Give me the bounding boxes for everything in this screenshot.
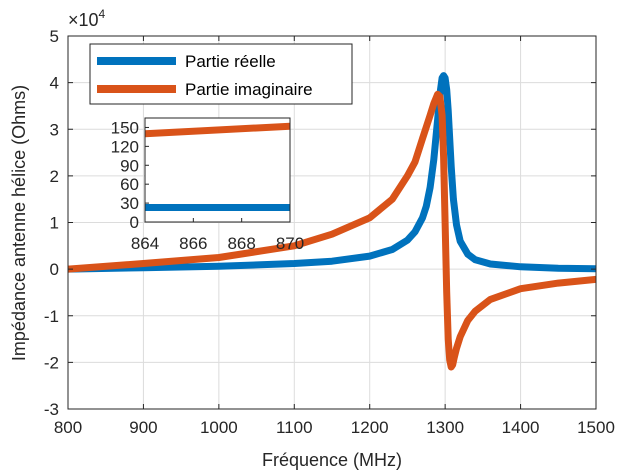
inset-y-tick-label: 90 (120, 156, 139, 175)
inset-y-tick-label: 120 (111, 137, 139, 156)
y-tick-label: 4 (50, 74, 59, 93)
legend-box (89, 43, 353, 105)
inset-x-tick-labels: 864 866 868 870 (131, 234, 304, 253)
inset-series-line-imaginary (144, 122, 291, 138)
x-tick-label: 1200 (351, 418, 389, 437)
y-axis-label: Impédance antenne hélice (Ohms) (9, 85, 29, 361)
main-y-tick-labels: -3 -2 -1 0 1 2 3 4 5 (44, 27, 59, 419)
main-x-tick-labels: 800 900 1000 1100 1200 1300 1400 1500 (54, 418, 615, 437)
y-tick-label: -1 (44, 307, 59, 326)
y-tick-label: -3 (44, 400, 59, 419)
inset-y-tick-label: 0 (130, 213, 139, 232)
x-tick-label: 1400 (502, 418, 540, 437)
x-tick-label: 1000 (200, 418, 238, 437)
inset-plot-frame (144, 117, 291, 223)
inset-x-tick-label: 864 (131, 234, 159, 253)
inset-y-tick-label: 150 (111, 118, 139, 137)
y-tick-label: 0 (50, 260, 59, 279)
y-tick-label: 2 (50, 167, 59, 186)
inset-x-tick-label: 866 (179, 234, 207, 253)
legend-label-real: Partie réelle (185, 52, 276, 71)
x-tick-label: 800 (54, 418, 82, 437)
inset-tick-marks (144, 126, 291, 223)
inset-y-tick-label: 60 (120, 175, 139, 194)
y-tick-label: 5 (50, 27, 59, 46)
x-tick-label: 900 (129, 418, 157, 437)
series-line-imaginary (68, 90, 596, 371)
inset-x-tick-label: 868 (227, 234, 255, 253)
x-tick-label: 1500 (577, 418, 615, 437)
inset-y-tick-label: 30 (120, 194, 139, 213)
x-tick-label: 1100 (276, 418, 313, 437)
y-tick-label: 3 (50, 120, 59, 139)
legend: Partie réelle Partie imaginaire (89, 43, 353, 105)
series-line-real (68, 72, 596, 273)
main-series-lines (68, 72, 596, 371)
inset-x-tick-label: 870 (276, 234, 304, 253)
y-tick-label: 1 (50, 214, 59, 233)
y-tick-label: -2 (44, 353, 59, 372)
y-exponent-label: ×104 (68, 7, 106, 30)
legend-label-imaginary: Partie imaginaire (185, 80, 313, 99)
main-tick-marks (67, 35, 597, 410)
x-axis-label: Fréquence (MHz) (262, 450, 402, 470)
x-tick-label: 1300 (426, 418, 464, 437)
inset-series-lines (144, 122, 291, 211)
